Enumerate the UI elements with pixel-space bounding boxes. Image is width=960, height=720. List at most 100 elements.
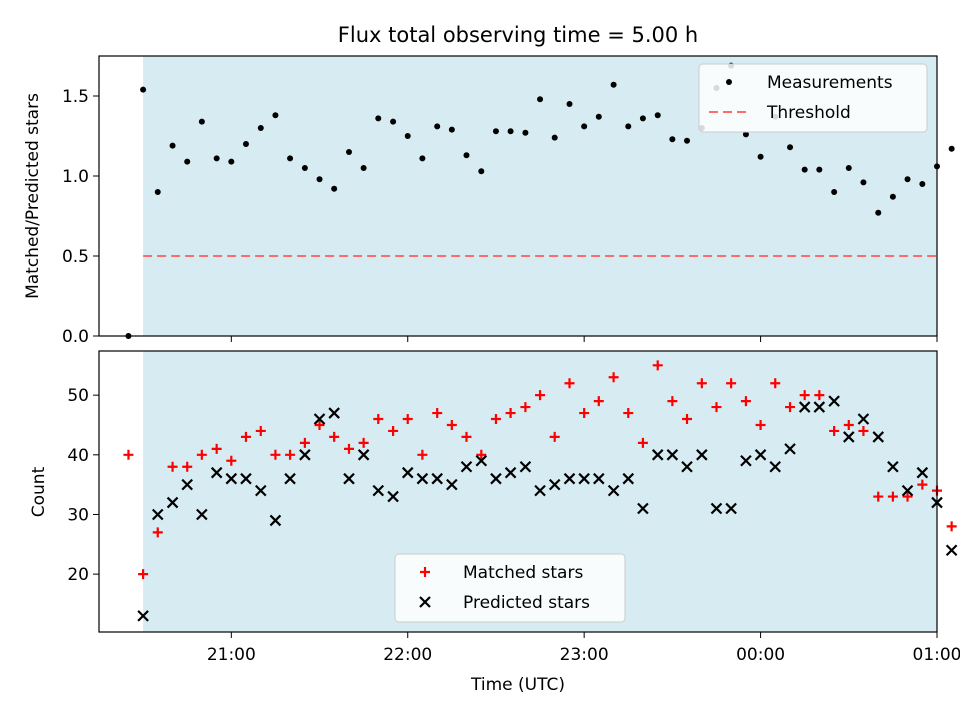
measurement-point <box>478 168 485 175</box>
matched-point <box>476 449 487 460</box>
series-matched-stars <box>123 360 957 580</box>
measurement-point <box>684 137 691 144</box>
y-tick-label: 20 <box>67 565 89 585</box>
matched-point <box>343 443 354 454</box>
measurement-point <box>492 128 499 135</box>
predicted-point <box>784 443 796 455</box>
x-tick-label: 22:00 <box>383 645 432 665</box>
measurement-point <box>184 158 191 165</box>
predicted-point <box>431 472 443 485</box>
legend-marker-predicted <box>419 596 431 608</box>
matched-point <box>549 431 560 442</box>
matched-point <box>211 443 222 454</box>
measurement-point <box>448 126 455 133</box>
matched-point <box>461 431 472 442</box>
matched-point <box>329 431 340 442</box>
predicted-point <box>651 449 664 461</box>
matched-point <box>711 402 722 413</box>
axes-frame <box>98 55 938 337</box>
series-measurements <box>125 62 955 339</box>
matched-point <box>299 437 310 448</box>
matched-point <box>285 449 296 460</box>
matched-point <box>402 414 413 425</box>
legend-marker-measurements <box>726 79 732 85</box>
legend: Measurements Threshold <box>698 63 928 133</box>
measurement-point <box>272 112 279 119</box>
predicted-point <box>196 508 208 521</box>
matched-point <box>608 372 619 383</box>
count-panel: 21:00 22:00 23:00 00:00 01:00 20 30 40 50 Matched… <box>67 350 960 665</box>
ratio-panel: 0.0 0.5 1.0 1.5 Measurements Threshold <box>62 55 955 347</box>
predicted-point <box>475 454 488 467</box>
predicted-point <box>519 460 532 473</box>
measurement-point <box>904 176 911 183</box>
predicted-point <box>622 472 635 485</box>
axes-frame <box>98 350 938 633</box>
y-tick-label: 0.5 <box>62 247 89 267</box>
y-tick-label: 1.0 <box>62 167 89 187</box>
matched-point <box>696 378 707 389</box>
measurement-point <box>816 166 823 173</box>
measurement-point <box>875 209 882 216</box>
matched-point <box>123 449 134 460</box>
measurement-point <box>360 165 367 171</box>
predicted-point <box>828 395 840 407</box>
predicted-point <box>754 449 767 461</box>
series-predicted-stars <box>137 395 958 622</box>
measurement-point <box>257 125 264 131</box>
predicted-point <box>401 466 414 479</box>
measurement-point <box>169 142 176 149</box>
predicted-point <box>372 484 385 497</box>
x-tick-label: 21:00 <box>207 645 256 665</box>
measurement-point <box>639 115 646 122</box>
measurement-point <box>654 112 661 119</box>
predicted-point <box>813 401 826 413</box>
y-tick-label: 30 <box>67 505 89 525</box>
matched-point <box>726 378 737 389</box>
predicted-point <box>151 508 164 521</box>
predicted-point <box>607 484 620 497</box>
matched-point <box>373 414 384 425</box>
measurement-point <box>404 133 411 139</box>
x-axis-label: Time (UTC) <box>470 675 565 695</box>
predicted-point <box>534 484 546 497</box>
predicted-point <box>504 466 517 479</box>
predicted-point <box>343 472 355 485</box>
predicted-point <box>857 413 870 425</box>
matched-point <box>829 425 840 436</box>
legend-marker-matched <box>420 567 430 577</box>
predicted-point <box>181 478 193 491</box>
measurement-point <box>228 158 235 165</box>
measurement-point <box>581 123 588 130</box>
measurement-point <box>390 118 397 125</box>
legend-box <box>698 63 928 133</box>
predicted-point <box>593 472 605 485</box>
legend-label: Threshold <box>766 103 851 123</box>
measurement-point <box>625 123 632 130</box>
x-tick-label: 01:00 <box>913 645 960 665</box>
measurement-point <box>507 128 514 135</box>
matched-point <box>138 569 149 580</box>
predicted-point <box>696 449 708 461</box>
predicted-point <box>843 431 855 443</box>
predicted-point <box>710 502 723 515</box>
predicted-point <box>225 472 238 485</box>
predicted-point <box>666 449 679 461</box>
matched-point <box>196 449 207 460</box>
predicted-point <box>460 460 473 473</box>
predicted-point <box>416 472 429 485</box>
predicted-point <box>945 544 958 557</box>
measurement-point <box>610 81 617 88</box>
legend: Matched stars Predicted stars <box>394 553 626 623</box>
matched-point <box>505 408 516 419</box>
measurement-point <box>198 118 205 125</box>
matched-point <box>564 378 575 389</box>
matched-point <box>902 491 913 502</box>
predicted-point <box>299 449 311 461</box>
measurement-point <box>213 155 220 162</box>
predicted-point <box>240 472 252 485</box>
predicted-point <box>284 472 296 485</box>
measurement-point <box>301 165 308 171</box>
matched-point <box>446 419 457 430</box>
predicted-point <box>637 502 649 515</box>
